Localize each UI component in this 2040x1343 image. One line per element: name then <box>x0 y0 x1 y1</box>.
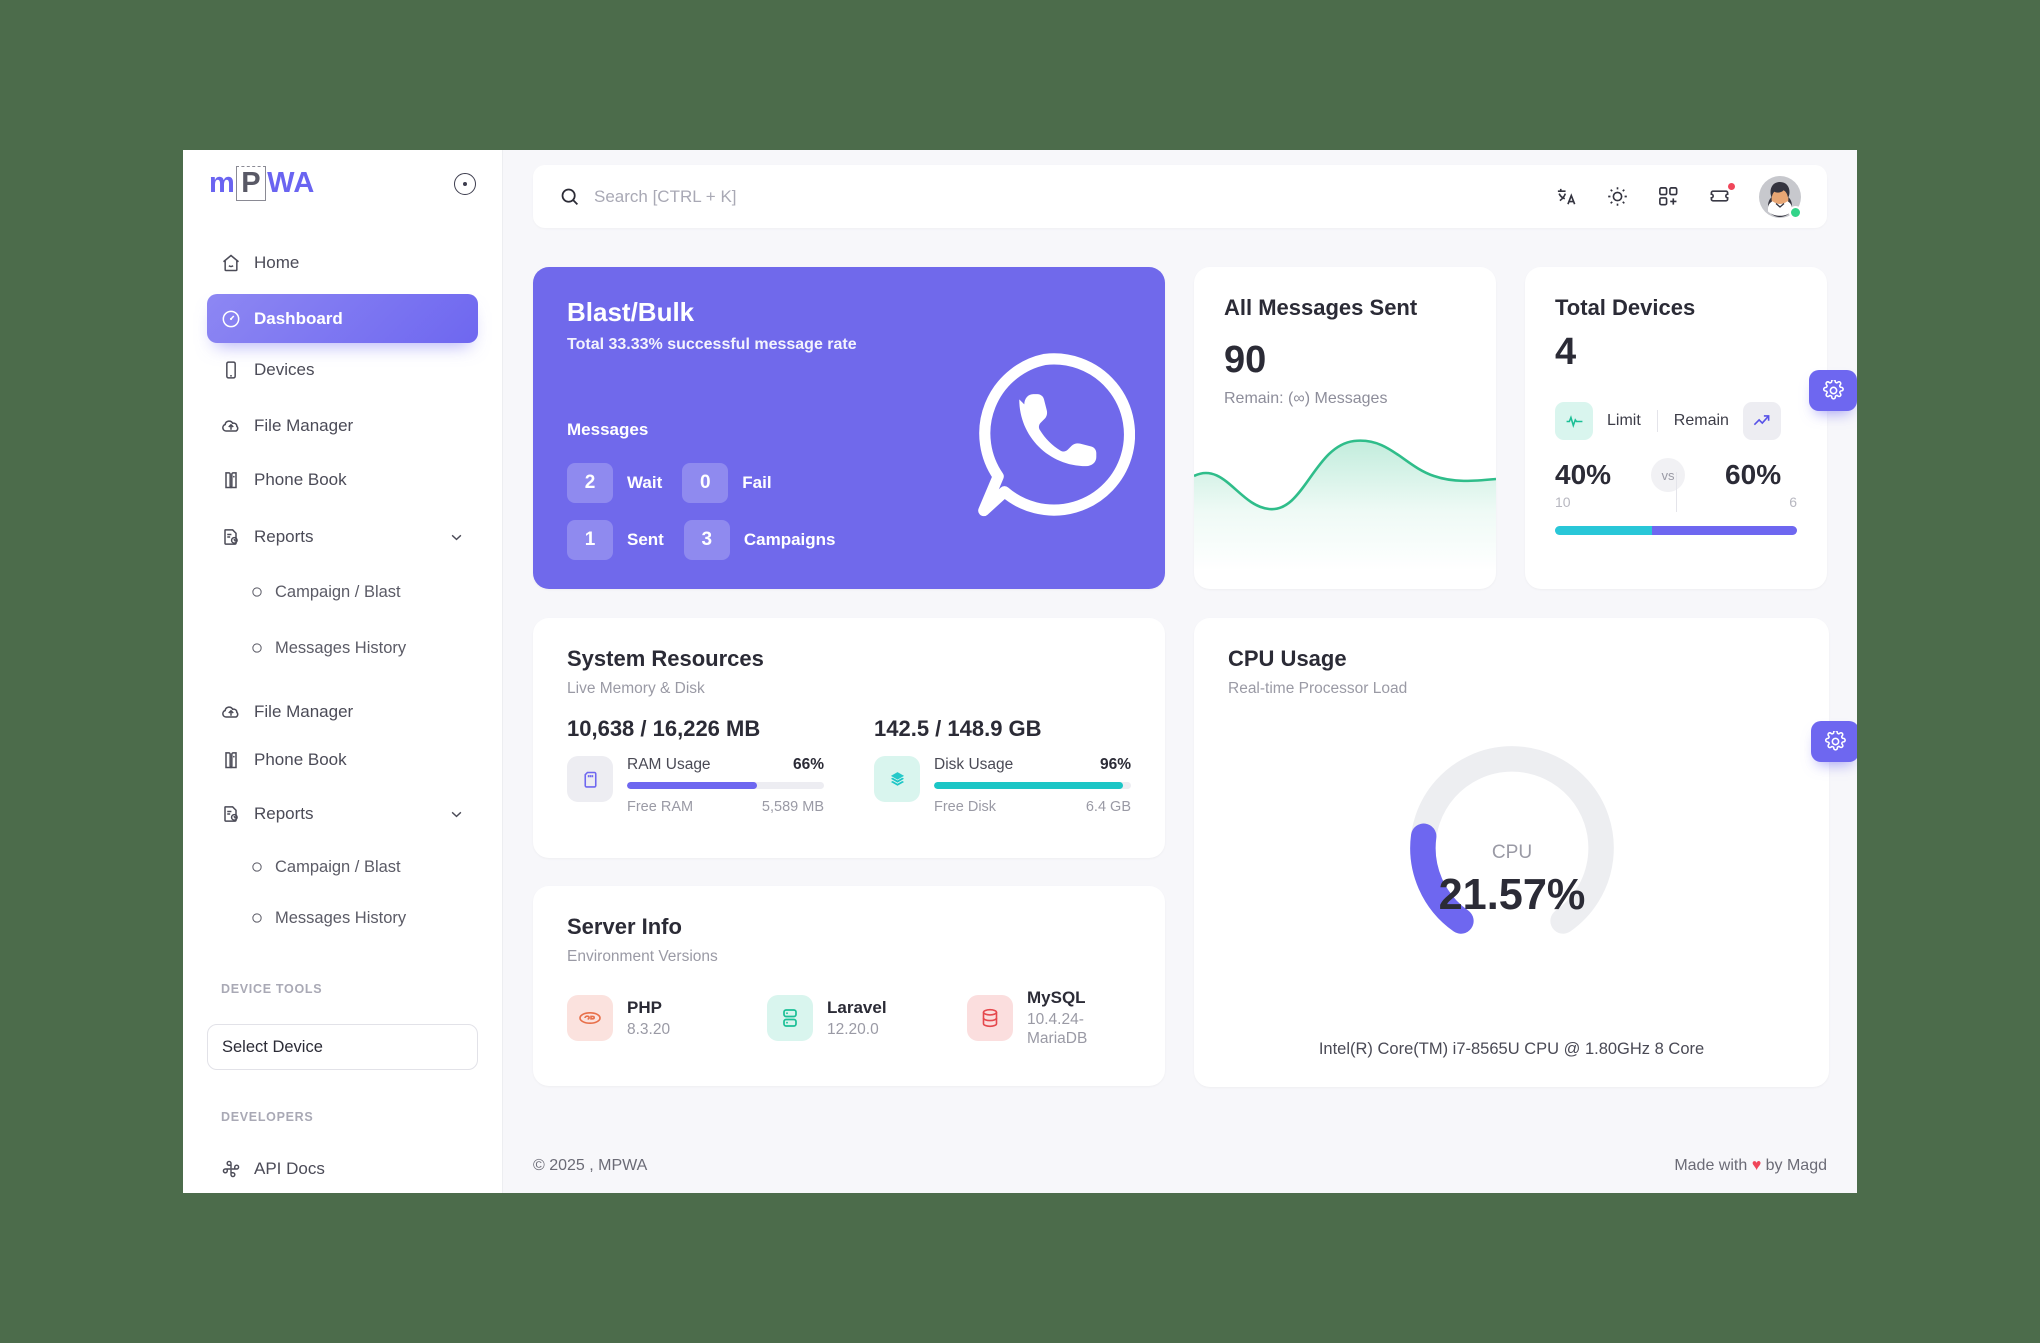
svg-text:21.57%: 21.57% <box>1438 871 1585 919</box>
svg-text:CPU: CPU <box>1491 842 1531 863</box>
